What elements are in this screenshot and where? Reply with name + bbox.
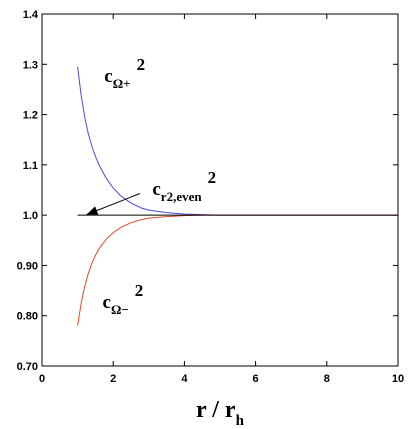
y-tick-label: 1.4 [23,9,39,21]
y-tick-label: 1.3 [23,59,38,71]
x-axis-title-sub: h [236,413,245,429]
plot-frame [41,13,399,367]
y-tick-label: 1.0 [23,210,38,222]
x-axis-title: r / rh [196,397,245,429]
y-tick-label: 0.70 [17,361,38,373]
annotation-sub: Ω+ [113,76,131,91]
annotation-sup: 2 [135,281,144,300]
x-tick-label: 0 [39,373,45,385]
y-tick-label: 1.2 [23,110,38,122]
series-layer [77,66,398,326]
x-tick-label: 2 [110,373,116,385]
annotation-c-omega-minus: cΩ− 2 [103,281,144,317]
annotation-sub: r2,even [161,189,203,204]
x-tick-label: 10 [392,373,404,385]
annotation-base: c [104,66,112,87]
x-tick-label: 8 [324,373,330,385]
x-tick-label: 4 [181,373,188,385]
annotation-base: c [152,179,160,200]
annotation-c-omega-plus: cΩ+ 2 [104,55,145,91]
annotation-base: c [103,292,111,313]
annotation-arrow-head [86,206,99,215]
annotation-c-r2-even: cr2,even 2 [152,168,216,204]
y-tick-label: 1.1 [23,160,38,172]
y-tick-label: 0.80 [17,311,38,323]
axis-ticks: 0 2 4 6 8 10 0.70 0.80 0.90 1.0 1.1 1.2 1.3 1.4 [17,9,405,385]
x-axis-title-main: r / r [196,397,236,423]
annotation-sub: Ω− [111,302,129,317]
annotation-sup: 2 [208,168,217,187]
x-tick-label: 6 [253,373,259,385]
y-tick-label: 0.90 [17,260,38,272]
annotation-sup: 2 [137,55,146,74]
